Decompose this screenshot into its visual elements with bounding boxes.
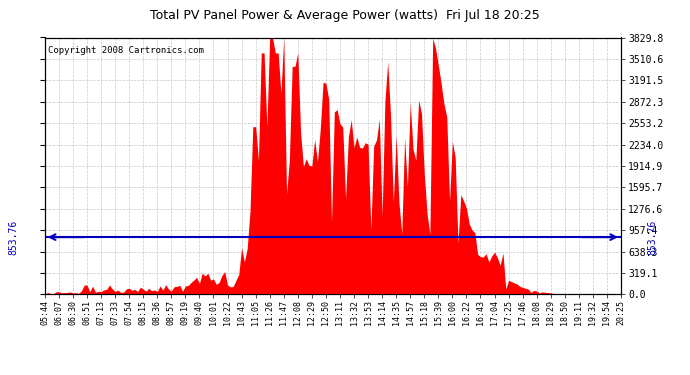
Text: Copyright 2008 Cartronics.com: Copyright 2008 Cartronics.com [48, 46, 204, 56]
Text: 853.76: 853.76 [8, 219, 18, 255]
Text: 853.76: 853.76 [648, 219, 658, 255]
Text: Total PV Panel Power & Average Power (watts)  Fri Jul 18 20:25: Total PV Panel Power & Average Power (wa… [150, 9, 540, 22]
